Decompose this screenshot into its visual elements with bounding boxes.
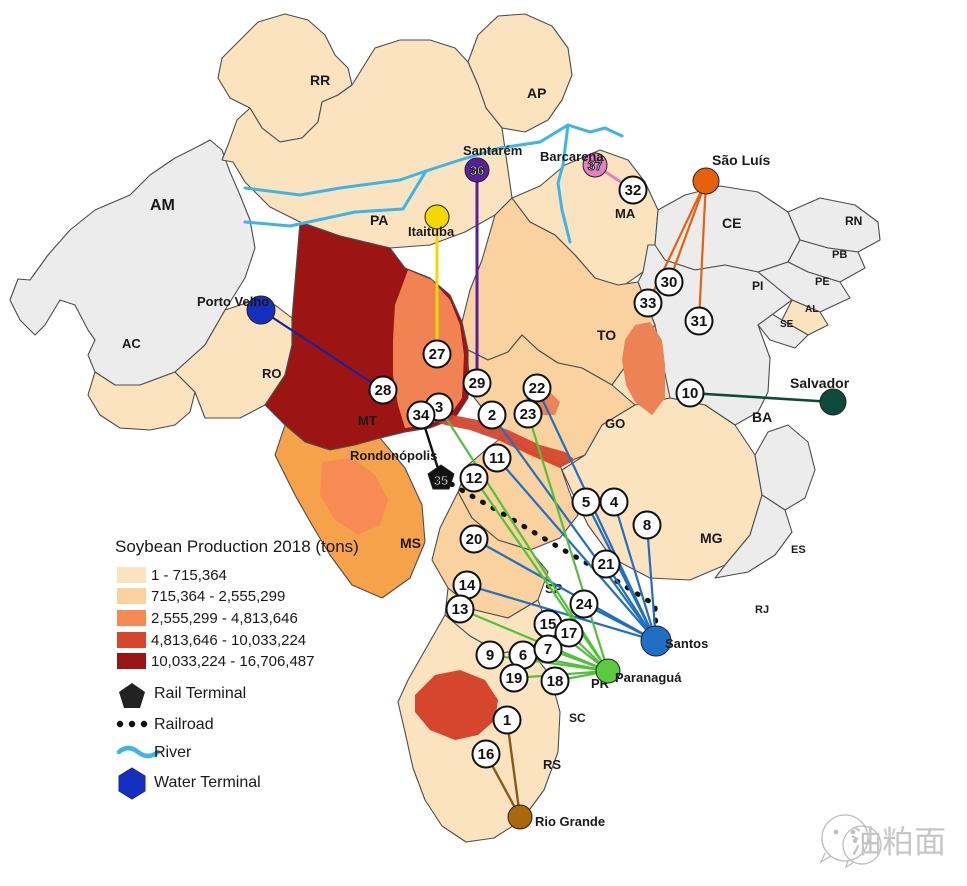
svg-text:RR: RR bbox=[310, 72, 330, 88]
svg-text:Barcarena: Barcarena bbox=[540, 149, 604, 164]
svg-text:22: 22 bbox=[529, 380, 546, 397]
svg-text:5: 5 bbox=[582, 494, 590, 511]
svg-text:PI: PI bbox=[752, 279, 763, 293]
svg-text:MT: MT bbox=[358, 413, 377, 428]
svg-text:1: 1 bbox=[503, 712, 511, 729]
svg-text:13: 13 bbox=[452, 601, 469, 618]
svg-text:Salvador: Salvador bbox=[790, 375, 850, 391]
svg-text:35: 35 bbox=[434, 473, 448, 488]
svg-text:AC: AC bbox=[122, 336, 141, 351]
svg-text:SE: SE bbox=[780, 319, 794, 330]
svg-text:2: 2 bbox=[488, 407, 496, 424]
svg-text:6: 6 bbox=[519, 647, 527, 664]
svg-text:油粕面: 油粕面 bbox=[850, 817, 946, 863]
svg-text:10,033,224 - 16,706,487: 10,033,224 - 16,706,487 bbox=[151, 653, 314, 670]
svg-text:14: 14 bbox=[459, 577, 476, 594]
svg-text:TO: TO bbox=[597, 327, 616, 343]
svg-text:17: 17 bbox=[561, 625, 578, 642]
svg-text:10: 10 bbox=[682, 385, 699, 402]
svg-text:2,555,299 - 4,813,646: 2,555,299 - 4,813,646 bbox=[151, 610, 298, 627]
svg-text:20: 20 bbox=[466, 531, 483, 548]
svg-text:MS: MS bbox=[400, 535, 421, 551]
svg-text:19: 19 bbox=[506, 670, 523, 687]
svg-text:SC: SC bbox=[569, 711, 586, 725]
svg-text:MG: MG bbox=[700, 530, 723, 546]
svg-text:Railroad: Railroad bbox=[154, 716, 214, 733]
svg-text:RJ: RJ bbox=[755, 604, 769, 616]
svg-text:8: 8 bbox=[643, 517, 651, 534]
svg-text:MA: MA bbox=[615, 206, 636, 221]
svg-text:PA: PA bbox=[370, 212, 388, 228]
svg-text:27: 27 bbox=[429, 346, 446, 363]
svg-text:29: 29 bbox=[469, 375, 486, 392]
svg-text:BA: BA bbox=[752, 409, 772, 425]
svg-text:16: 16 bbox=[478, 746, 495, 763]
svg-text:18: 18 bbox=[547, 673, 564, 690]
svg-text:12: 12 bbox=[466, 470, 483, 487]
svg-text:AL: AL bbox=[805, 304, 818, 315]
svg-text:PE: PE bbox=[815, 276, 830, 288]
svg-text:PB: PB bbox=[832, 249, 847, 261]
svg-text:21: 21 bbox=[598, 556, 615, 573]
svg-text:7: 7 bbox=[544, 641, 552, 658]
svg-text:30: 30 bbox=[661, 274, 678, 291]
svg-text:AM: AM bbox=[150, 197, 175, 214]
svg-text:GO: GO bbox=[605, 416, 625, 431]
svg-text:Soybean Production 2018 (tons): Soybean Production 2018 (tons) bbox=[115, 537, 359, 556]
svg-text:RS: RS bbox=[543, 757, 561, 772]
svg-text:RN: RN bbox=[845, 214, 862, 228]
svg-text:Rio Grande: Rio Grande bbox=[535, 814, 605, 829]
svg-text:715,364 - 2,555,299: 715,364 - 2,555,299 bbox=[151, 588, 285, 605]
svg-text:São Luís: São Luís bbox=[712, 152, 771, 168]
svg-text:32: 32 bbox=[625, 182, 642, 199]
svg-text:Porto Velho: Porto Velho bbox=[197, 294, 269, 309]
svg-text:1 - 715,364: 1 - 715,364 bbox=[151, 567, 227, 584]
svg-text:CE: CE bbox=[722, 215, 741, 231]
svg-text:River: River bbox=[154, 744, 192, 761]
svg-text:RO: RO bbox=[262, 366, 282, 381]
svg-text:Water Terminal: Water Terminal bbox=[154, 774, 261, 791]
svg-text:ES: ES bbox=[791, 544, 806, 556]
svg-text:AP: AP bbox=[527, 85, 546, 101]
svg-text:15: 15 bbox=[540, 616, 557, 633]
svg-text:Santos: Santos bbox=[665, 636, 708, 651]
svg-text:Rondonópolis: Rondonópolis bbox=[350, 448, 437, 463]
svg-text:24: 24 bbox=[576, 596, 593, 613]
svg-text:Paranaguá: Paranaguá bbox=[615, 670, 682, 685]
svg-text:23: 23 bbox=[520, 406, 537, 423]
svg-text:11: 11 bbox=[489, 450, 505, 467]
svg-text:4: 4 bbox=[610, 494, 619, 511]
svg-text:31: 31 bbox=[691, 313, 708, 330]
svg-text:9: 9 bbox=[486, 647, 494, 664]
svg-text:4,813,646 - 10,033,224: 4,813,646 - 10,033,224 bbox=[151, 632, 306, 649]
svg-text:Rail Terminal: Rail Terminal bbox=[154, 685, 246, 702]
svg-text:36: 36 bbox=[470, 163, 484, 178]
svg-text:34: 34 bbox=[413, 407, 430, 424]
svg-text:Itaituba: Itaituba bbox=[408, 224, 455, 239]
svg-text:Santarém: Santarém bbox=[463, 143, 522, 158]
svg-text:28: 28 bbox=[375, 382, 392, 399]
svg-text:33: 33 bbox=[640, 295, 657, 312]
svg-text:3: 3 bbox=[435, 399, 443, 416]
